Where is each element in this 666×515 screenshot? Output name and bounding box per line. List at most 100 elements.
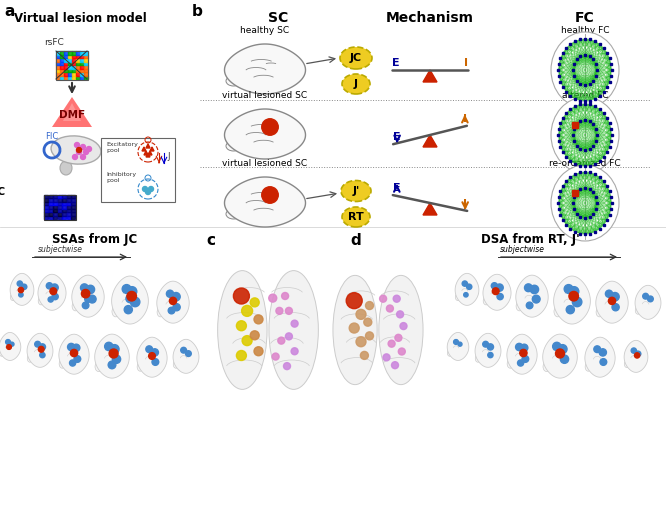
FancyBboxPatch shape	[101, 138, 175, 202]
Circle shape	[172, 293, 180, 301]
Circle shape	[515, 344, 523, 351]
Text: Excitatory
pool: Excitatory pool	[106, 142, 138, 153]
Bar	[64, 55, 68, 58]
Bar	[71, 212, 75, 215]
Circle shape	[291, 348, 298, 355]
Circle shape	[166, 290, 174, 297]
Text: RT: RT	[348, 212, 364, 222]
Ellipse shape	[38, 297, 44, 305]
Circle shape	[366, 302, 374, 310]
Bar	[76, 68, 80, 72]
Circle shape	[521, 344, 528, 351]
Circle shape	[81, 284, 89, 291]
PathPatch shape	[157, 281, 189, 323]
Circle shape	[77, 147, 81, 152]
Circle shape	[497, 294, 503, 300]
Bar	[80, 62, 84, 65]
Bar	[80, 58, 84, 61]
Circle shape	[81, 289, 90, 298]
Circle shape	[39, 347, 44, 352]
PathPatch shape	[72, 275, 104, 317]
Text: subjectwise: subjectwise	[38, 245, 83, 254]
PathPatch shape	[10, 273, 34, 305]
Circle shape	[83, 302, 89, 308]
Circle shape	[143, 186, 147, 192]
Ellipse shape	[340, 47, 372, 69]
Text: J: J	[354, 79, 358, 89]
Ellipse shape	[585, 363, 591, 371]
Bar	[49, 198, 53, 201]
Circle shape	[282, 293, 288, 300]
Bar	[60, 58, 64, 61]
Circle shape	[169, 297, 176, 304]
Circle shape	[488, 344, 494, 350]
Circle shape	[530, 285, 539, 294]
Bar	[57, 209, 62, 212]
Bar	[62, 209, 66, 212]
Circle shape	[242, 336, 252, 346]
PathPatch shape	[137, 337, 167, 377]
Text: subjectwise: subjectwise	[500, 245, 545, 254]
Circle shape	[612, 304, 619, 311]
Circle shape	[284, 363, 290, 370]
Circle shape	[50, 288, 57, 295]
Polygon shape	[146, 153, 150, 157]
Circle shape	[105, 342, 113, 351]
Circle shape	[71, 349, 78, 357]
Circle shape	[272, 353, 279, 360]
Circle shape	[236, 351, 246, 360]
Text: altered FC: altered FC	[561, 91, 608, 100]
Circle shape	[262, 187, 278, 203]
Ellipse shape	[51, 136, 101, 164]
Ellipse shape	[226, 76, 241, 86]
Circle shape	[35, 341, 41, 347]
Circle shape	[522, 356, 529, 363]
Circle shape	[52, 294, 58, 300]
Bar	[60, 55, 64, 58]
Circle shape	[594, 346, 601, 353]
Bar	[68, 68, 72, 72]
Circle shape	[635, 353, 640, 358]
Circle shape	[87, 146, 91, 151]
Circle shape	[109, 349, 118, 358]
Circle shape	[236, 321, 246, 331]
Circle shape	[81, 154, 85, 160]
Bar	[57, 202, 62, 205]
PathPatch shape	[27, 333, 53, 367]
Circle shape	[467, 284, 472, 289]
Circle shape	[393, 295, 400, 302]
Bar	[67, 212, 71, 215]
Circle shape	[21, 284, 27, 289]
Text: JC: JC	[350, 53, 362, 63]
Circle shape	[149, 186, 153, 192]
Bar	[68, 58, 72, 61]
Bar	[67, 202, 71, 205]
Text: rsFC: rsFC	[44, 38, 64, 47]
Ellipse shape	[624, 360, 629, 368]
Circle shape	[262, 119, 278, 135]
Circle shape	[464, 293, 468, 297]
Text: virtual lesioned SC: virtual lesioned SC	[222, 91, 308, 100]
Circle shape	[180, 347, 186, 353]
Bar	[53, 202, 57, 205]
Bar	[68, 62, 72, 65]
Bar	[71, 195, 75, 198]
Bar	[68, 55, 72, 58]
Circle shape	[488, 352, 493, 358]
Bar	[80, 55, 84, 58]
Circle shape	[131, 297, 140, 307]
Bar	[60, 51, 64, 55]
Ellipse shape	[27, 355, 33, 362]
Bar	[80, 72, 84, 76]
Bar	[53, 198, 57, 201]
Circle shape	[483, 341, 488, 347]
Circle shape	[380, 295, 386, 302]
PathPatch shape	[455, 273, 479, 305]
Circle shape	[396, 311, 404, 318]
Text: DMF: DMF	[59, 110, 85, 120]
Ellipse shape	[269, 270, 318, 389]
Circle shape	[600, 358, 607, 365]
PathPatch shape	[624, 340, 648, 372]
Bar	[80, 51, 84, 55]
Bar	[84, 76, 88, 79]
